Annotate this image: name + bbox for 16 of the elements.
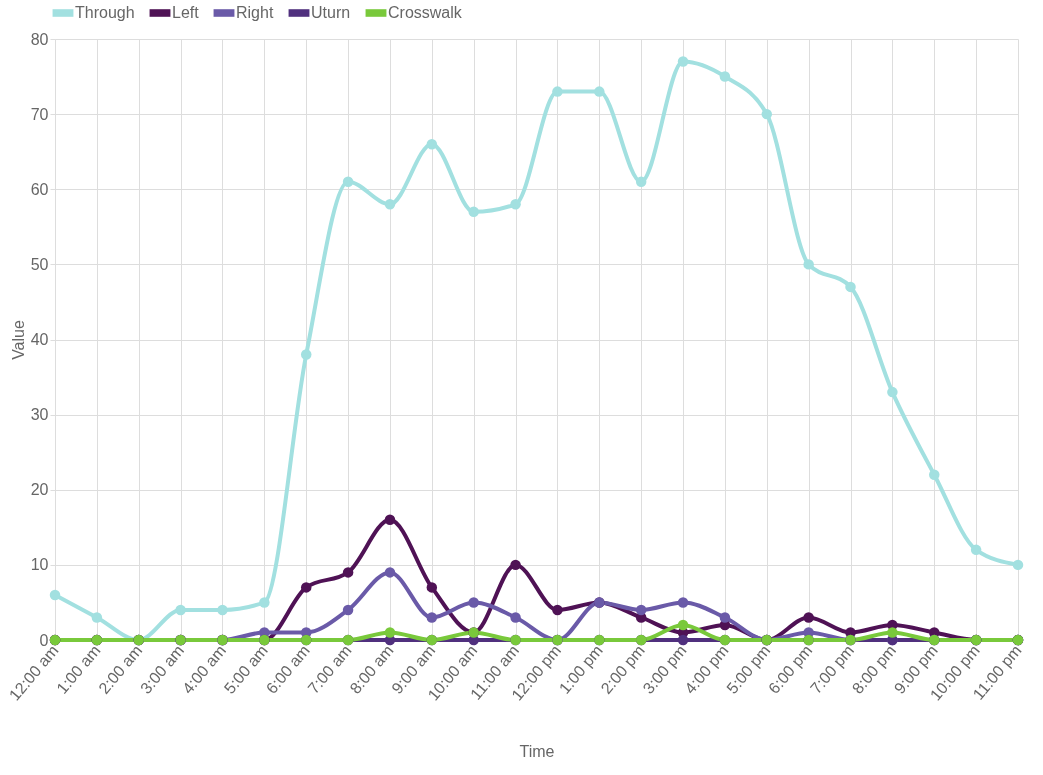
y-tick-label: 20 [30, 481, 49, 499]
legend-label: Uturn [311, 4, 351, 21]
y-tick-label: 80 [30, 30, 49, 48]
y-tick-label: 10 [30, 556, 49, 574]
y-tick-label: 0 [39, 631, 49, 649]
y-tick-label: 70 [30, 105, 49, 123]
y-axis-title: Value [9, 320, 27, 360]
legend-label: Through [75, 4, 135, 21]
y-tick-label: 30 [30, 406, 49, 424]
legend-label: Left [172, 4, 200, 21]
legend-label: Crosswalk [388, 4, 463, 21]
x-axis-title: Time [519, 742, 555, 760]
y-tick-label: 60 [30, 180, 49, 198]
y-tick-label: 40 [30, 331, 49, 348]
legend-label: Right [236, 4, 274, 21]
y-tick-label: 50 [30, 255, 49, 273]
